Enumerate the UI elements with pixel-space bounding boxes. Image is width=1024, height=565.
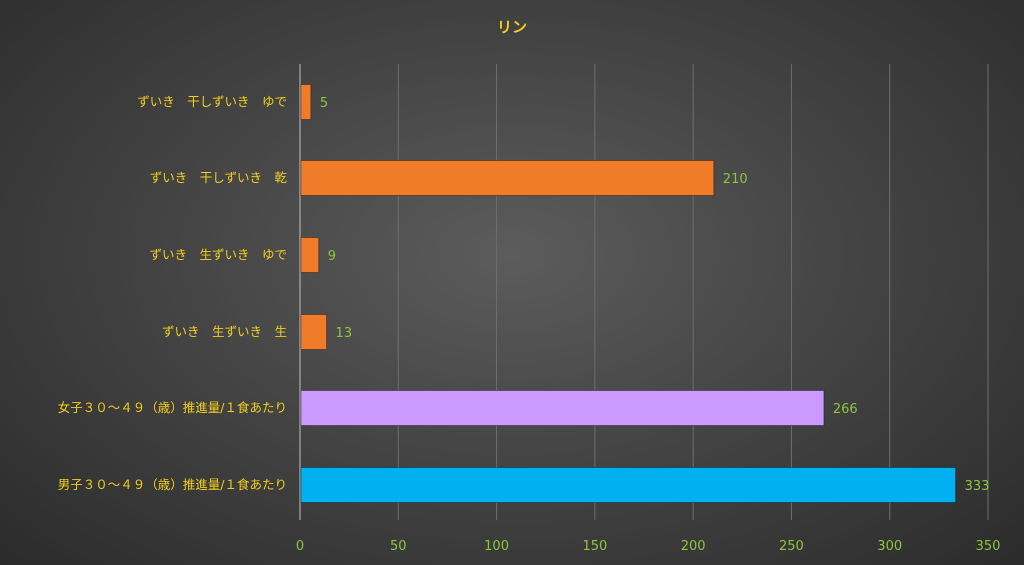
- data-label-4: 266: [833, 402, 858, 417]
- data-label-3: 13: [336, 326, 353, 341]
- category-label-4: 女子３０〜４９（歳）推進量/１食あたり: [58, 400, 287, 415]
- x-tick-label-50: 50: [390, 539, 407, 554]
- bar-2: [300, 237, 320, 273]
- category-label-1: ずいき 干しずいき 乾: [150, 170, 288, 185]
- x-tick-label-300: 300: [877, 539, 902, 554]
- bar-0: [300, 84, 312, 120]
- gridlines: [299, 64, 989, 520]
- category-label-5: 男子３０〜４９（歳）推進量/１食あたり: [58, 477, 287, 492]
- x-tick-label-350: 350: [976, 539, 1001, 554]
- chart-title: リン: [497, 18, 527, 36]
- x-axis-ticks: 0 50 100 150 200 250 300 350: [296, 539, 1001, 554]
- data-label-0: 5: [320, 96, 328, 111]
- data-labels: 5 210 9 13 266 333: [320, 96, 990, 494]
- data-label-2: 9: [328, 249, 336, 264]
- category-label-2: ずいき 生ずいき ゆで: [149, 247, 287, 262]
- x-tick-label-0: 0: [296, 539, 304, 554]
- x-tick-label-200: 200: [681, 539, 706, 554]
- category-label-3: ずいき 生ずいき 生: [162, 324, 287, 339]
- bars: [300, 84, 957, 503]
- bar-1: [300, 160, 715, 196]
- data-label-1: 210: [723, 172, 748, 187]
- bar-4: [300, 390, 825, 426]
- category-label-0: ずいき 干しずいき ゆで: [137, 94, 287, 109]
- bar-5: [300, 467, 957, 503]
- bar-3: [300, 314, 328, 350]
- x-tick-label-150: 150: [582, 539, 607, 554]
- data-label-5: 333: [965, 479, 990, 494]
- x-tick-label-250: 250: [779, 539, 804, 554]
- x-tick-label-100: 100: [484, 539, 509, 554]
